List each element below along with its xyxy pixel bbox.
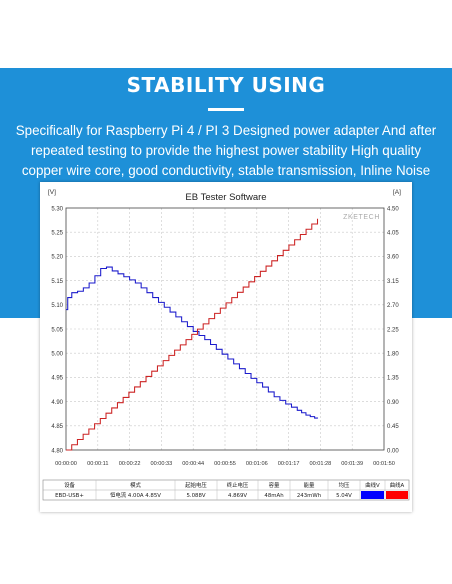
y-left-tick-label: 4.80: [51, 448, 63, 454]
x-tick-label: 00:00:00: [55, 461, 77, 467]
table-header-cell: 容量: [269, 481, 280, 489]
table-value-cell: EBD-USB+: [55, 493, 84, 499]
x-tick-label: 00:00:44: [182, 461, 204, 467]
y-right-tick-label: 4.05: [387, 231, 399, 237]
x-tick-label: 00:01:50: [373, 461, 395, 467]
watermark: ZKETECH: [343, 214, 380, 221]
y-left-tick-label: 4.90: [51, 400, 63, 406]
y-right-tick-label: 3.60: [387, 255, 399, 261]
table-header-cell: 设备: [64, 481, 75, 489]
x-tick-label: 00:01:28: [310, 461, 332, 467]
tester-window: EB Tester Software [V] [A] ZKETECH 5.30 5…: [40, 182, 412, 512]
table-header-cell: 能量: [304, 481, 315, 489]
table-header-cell: 起始电压: [185, 481, 207, 489]
curve-v-swatch: [361, 491, 384, 499]
table-header-cell: 均压: [339, 481, 350, 489]
y-left-unit: [V]: [48, 189, 56, 196]
plot-frame: [65, 207, 385, 451]
y-right-tick-label: 2.25: [387, 327, 399, 333]
x-tick-label: 00:00:22: [119, 461, 141, 467]
y-left-tick-label: 5.10: [51, 303, 63, 309]
table-value-cell: 48mAh: [264, 493, 283, 499]
y-right-tick-label: 1.80: [387, 352, 399, 358]
y-left-tick-label: 5.05: [51, 327, 63, 333]
y-right-tick-label: 0.45: [387, 424, 399, 430]
y-right-tick-label: 0.00: [387, 448, 399, 454]
y-right-tick-label: 4.50: [387, 206, 399, 212]
voltage-series-line: [66, 266, 319, 419]
x-tick-label: 00:00:55: [214, 461, 236, 467]
x-tick-label: 00:01:06: [246, 461, 268, 467]
tester-chart: EB Tester Software [V] [A] ZKETECH 5.30 5…: [42, 189, 410, 501]
x-tick-label: 00:00:11: [87, 461, 108, 467]
table-value-cell: 5.04V: [336, 493, 352, 499]
title-underline: [208, 108, 244, 111]
y-right-tick-label: 2.70: [387, 303, 399, 309]
y-left-tick-label: 4.85: [51, 424, 63, 430]
y-left-tick-label: 5.15: [51, 279, 63, 285]
y-right-tick-label: 3.15: [387, 279, 399, 285]
table-value-cell: 243mWh: [297, 493, 321, 499]
x-tick-label: 00:01:39: [341, 461, 363, 467]
curve-a-swatch: [386, 491, 408, 499]
table-value-cell: 5.088V: [186, 493, 205, 499]
y-right-unit: [A]: [393, 189, 401, 196]
y-right-tick-label: 1.35: [387, 376, 399, 382]
table-header-cell: 模式: [130, 481, 141, 489]
table-value-cell: 4.869V: [228, 493, 247, 499]
y-left-tick-label: 5.20: [51, 255, 63, 261]
y-left-tick-label: 5.25: [51, 231, 63, 237]
banner-description: Specifically for Raspberry Pi 4 / PI 3 D…: [15, 123, 437, 198]
table-header-cell: 曲线V: [365, 481, 380, 489]
table-value-cell: 恒电流 4.00A 4.85V: [110, 491, 161, 499]
chart-title: EB Tester Software: [185, 192, 266, 203]
x-tick-label: 00:01:17: [278, 461, 300, 467]
y-left-tick-label: 4.95: [51, 376, 63, 382]
y-left-tick-label: 5.30: [51, 206, 63, 212]
table-header-cell: 终止电压: [227, 481, 249, 489]
banner-title: STABILITY USING: [126, 73, 326, 97]
top-margin: [0, 0, 452, 68]
x-tick-label: 00:00:33: [151, 461, 173, 467]
y-right-tick-label: 0.90: [387, 400, 399, 406]
current-series-line: [66, 218, 319, 451]
y-left-tick-label: 5.00: [51, 352, 63, 358]
table-header-cell: 曲线A: [390, 481, 405, 489]
